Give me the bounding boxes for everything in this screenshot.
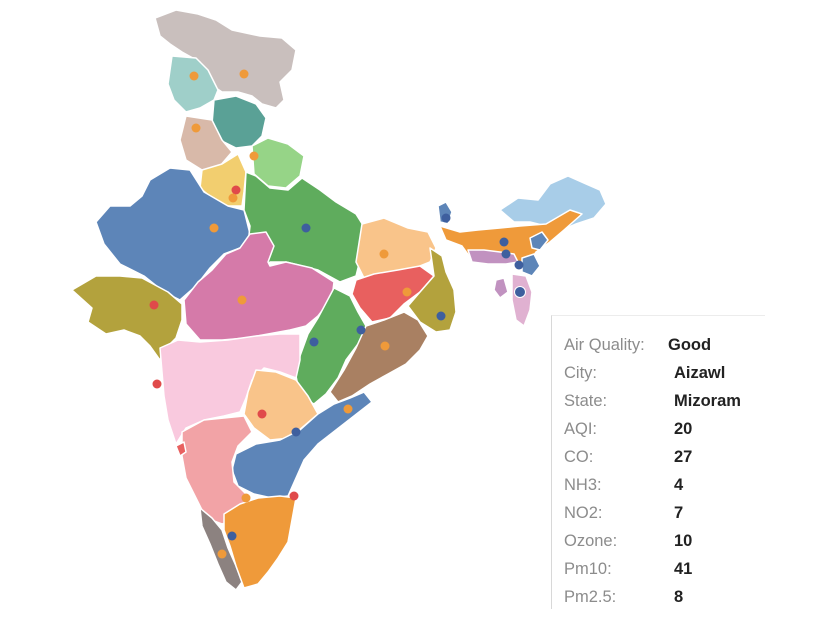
tooltip-label: NO2:: [564, 503, 603, 522]
tooltip-row-no2: NO2: 7: [564, 499, 765, 527]
state-mizoram[interactable]: [511, 273, 533, 327]
tooltip-row-city: City: Aizawl: [564, 359, 765, 387]
city-marker[interactable]: [217, 549, 227, 559]
tooltip-label: NH3:: [564, 475, 602, 494]
city-marker[interactable]: [228, 193, 238, 203]
state-tripura[interactable]: [493, 277, 509, 299]
city-marker[interactable]: [291, 427, 301, 437]
city-marker[interactable]: [379, 249, 389, 259]
tooltip-value: 8: [674, 587, 684, 606]
city-marker[interactable]: [289, 491, 299, 501]
city-marker[interactable]: [249, 151, 259, 161]
tooltip-label: Pm10:: [564, 559, 612, 578]
city-marker[interactable]: [309, 337, 319, 347]
tooltip-value: 20: [674, 419, 693, 438]
city-marker[interactable]: [380, 341, 390, 351]
city-marker[interactable]: [343, 404, 353, 414]
city-marker[interactable]: [152, 379, 162, 389]
city-marker[interactable]: [191, 123, 201, 133]
state-manipur[interactable]: [521, 253, 541, 277]
state-kerala[interactable]: [199, 507, 243, 591]
state-goa[interactable]: [175, 441, 187, 457]
tooltip-label: City:: [564, 363, 597, 382]
city-marker[interactable]: [499, 237, 509, 247]
city-marker[interactable]: [239, 69, 249, 79]
city-marker[interactable]: [227, 531, 237, 541]
tooltip-value: Good: [668, 335, 712, 354]
state-andhra-pradesh[interactable]: [231, 391, 373, 499]
tooltip-value: Mizoram: [674, 391, 741, 410]
city-marker[interactable]: [514, 260, 524, 270]
tooltip-row-pm10: Pm10: 41: [564, 555, 765, 583]
tooltip-row-state: State: Mizoram: [564, 387, 765, 415]
tooltip-label: AQI:: [564, 419, 598, 438]
state-chhattisgarh[interactable]: [295, 287, 367, 405]
tooltip-row-pm25: Pm2.5: 8: [564, 583, 765, 611]
city-marker[interactable]: [237, 295, 247, 305]
city-marker[interactable]: [257, 409, 267, 419]
tooltip-row-nh3: NH3: 4: [564, 471, 765, 499]
tooltip-row-ozone: Ozone: 10: [564, 527, 765, 555]
map-tooltip: Air Quality: Good City: Aizawl State: Mi…: [551, 315, 765, 609]
city-marker[interactable]: [231, 185, 241, 195]
tooltip-value: 4: [674, 475, 684, 494]
tooltip-label: State:: [564, 391, 608, 410]
city-marker-aizawl[interactable]: [514, 286, 526, 298]
tooltip-row-aqi: AQI: 20: [564, 415, 765, 443]
city-marker[interactable]: [241, 493, 251, 503]
tooltip-label: Air Quality:: [564, 335, 645, 354]
city-marker[interactable]: [189, 71, 199, 81]
state-bihar[interactable]: [355, 217, 437, 279]
state-jammu-kashmir[interactable]: [167, 55, 219, 113]
state-odisha[interactable]: [329, 311, 429, 403]
tooltip-row-co: CO: 27: [564, 443, 765, 471]
city-marker[interactable]: [501, 249, 511, 259]
state-nagaland[interactable]: [529, 231, 549, 251]
tooltip-label: Ozone:: [564, 531, 618, 550]
tooltip-value: 41: [674, 559, 693, 578]
city-marker[interactable]: [436, 311, 446, 321]
tooltip-value: 10: [674, 531, 693, 550]
tooltip-label: Pm2.5:: [564, 587, 617, 606]
tooltip-value: 27: [674, 447, 693, 466]
tooltip-value: Aizawl: [674, 363, 726, 382]
city-marker[interactable]: [209, 223, 219, 233]
city-marker[interactable]: [149, 300, 159, 310]
tooltip-label: CO:: [564, 447, 594, 466]
city-marker[interactable]: [301, 223, 311, 233]
tooltip-row-air-quality: Air Quality: Good: [564, 331, 765, 359]
tooltip-value: 7: [674, 503, 684, 522]
city-marker[interactable]: [441, 213, 451, 223]
state-jharkhand[interactable]: [351, 265, 435, 323]
state-west-bengal[interactable]: [407, 247, 457, 333]
state-tamil-nadu[interactable]: [223, 495, 297, 589]
city-marker[interactable]: [402, 287, 412, 297]
city-marker[interactable]: [356, 325, 366, 335]
